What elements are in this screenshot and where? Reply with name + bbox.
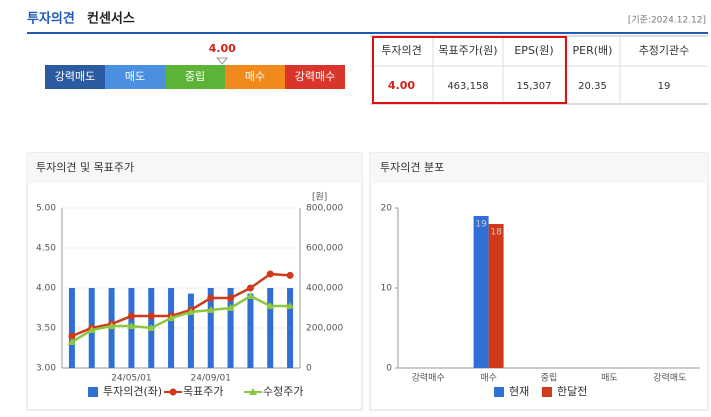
y-tick-label: 3.50 xyxy=(36,324,56,334)
point xyxy=(226,304,235,311)
opinion-segment xyxy=(165,65,225,89)
table-cell: 20.35 xyxy=(578,81,607,92)
point xyxy=(147,324,156,331)
point xyxy=(286,302,295,309)
table-header: 목표주가(원) xyxy=(438,44,497,57)
legend-label: 한달전 xyxy=(557,385,587,398)
point xyxy=(147,312,155,320)
y-tick-label: 0 xyxy=(386,364,392,374)
opinion-marker xyxy=(216,57,229,65)
legend-swatch xyxy=(542,387,552,397)
bar xyxy=(187,293,194,368)
bar xyxy=(227,288,234,368)
line xyxy=(71,294,291,344)
point xyxy=(266,270,274,278)
y-tick-label: 4.50 xyxy=(36,244,56,254)
point xyxy=(246,284,254,292)
legend-label: 현재 xyxy=(509,385,529,398)
table-cell: 463,158 xyxy=(447,81,488,92)
point xyxy=(266,302,275,309)
legend-marker xyxy=(249,388,257,395)
y-tick-label: 5.00 xyxy=(36,204,56,214)
y2-axis-label: [원] xyxy=(312,192,327,203)
y-tick-label: 4.00 xyxy=(36,284,56,294)
legend-label: 투자의견(좌) xyxy=(103,385,162,398)
y2-tick-label: 200,000 xyxy=(306,324,343,334)
opinion-segment xyxy=(285,65,345,89)
opinion-label: 중립 xyxy=(185,70,205,83)
table-header: 추정기관수 xyxy=(639,44,690,57)
header-title: 투자의견 xyxy=(27,11,75,27)
y-tick-label: 3.00 xyxy=(36,364,56,374)
panel-header xyxy=(27,153,362,183)
opinion-segment xyxy=(105,65,165,89)
opinion-segment xyxy=(225,65,285,89)
bar xyxy=(488,224,504,368)
table-cell: 4.00 xyxy=(388,79,415,92)
y-tick-label: 20 xyxy=(381,204,393,214)
point xyxy=(127,312,135,320)
panel-header xyxy=(370,153,708,183)
table-header: PER(배) xyxy=(573,44,613,57)
bar xyxy=(168,288,175,368)
point xyxy=(107,322,116,329)
bar xyxy=(473,216,489,368)
table-cell: 15,307 xyxy=(517,81,552,92)
opinion-label: 매수 xyxy=(245,70,265,83)
x-tick-label: 매도 xyxy=(601,373,618,384)
point xyxy=(67,338,76,345)
bar xyxy=(207,288,214,368)
opinion-label: 매도 xyxy=(125,70,145,83)
bar xyxy=(287,288,294,368)
x-tick-label: 강력매수 xyxy=(412,372,445,384)
point xyxy=(286,271,294,279)
point xyxy=(207,294,215,302)
point xyxy=(186,308,195,315)
x-tick-label: 24/09/01 xyxy=(191,374,231,384)
y-tick-label: 10 xyxy=(381,284,393,294)
point xyxy=(246,292,255,299)
data-label: 18 xyxy=(490,228,502,238)
y2-tick-label: 600,000 xyxy=(306,244,343,254)
legend-label: 수정주가 xyxy=(263,385,303,398)
opinion-segment xyxy=(45,65,105,89)
legend-marker xyxy=(169,388,177,396)
bar xyxy=(267,288,274,368)
opinion-marker-label: 4.00 xyxy=(209,42,236,55)
x-tick-label: 중립 xyxy=(541,373,558,384)
panel xyxy=(369,152,709,411)
x-tick-label: 강력매도 xyxy=(653,372,686,384)
header-date: [기준:2024.12.12] xyxy=(628,15,706,26)
y2-tick-label: 0 xyxy=(306,364,312,374)
table-header: 투자의견 xyxy=(381,44,421,57)
x-tick-label: 24/05/01 xyxy=(111,374,151,384)
point xyxy=(227,294,235,302)
chart-title: 투자의견 분포 xyxy=(380,161,444,174)
x-tick-label: 매수 xyxy=(480,373,497,384)
point xyxy=(87,326,96,333)
y2-tick-label: 400,000 xyxy=(306,284,343,294)
point xyxy=(206,306,215,313)
bar xyxy=(247,293,254,368)
y2-tick-label: 800,000 xyxy=(306,204,343,214)
table-cell: 19 xyxy=(658,81,671,92)
point xyxy=(127,322,136,329)
table-header: EPS(원) xyxy=(514,44,553,57)
highlight-box xyxy=(372,36,567,104)
bar xyxy=(68,288,75,368)
legend-label: 목표주가 xyxy=(183,385,223,398)
opinion-label: 강력매도 xyxy=(55,70,95,83)
opinion-label: 강력매수 xyxy=(295,70,335,83)
point xyxy=(167,314,176,321)
chart-title: 투자의견 및 목표주가 xyxy=(36,161,134,174)
data-label: 19 xyxy=(475,220,487,230)
legend-swatch xyxy=(494,387,504,397)
legend-swatch xyxy=(88,387,98,397)
point xyxy=(68,332,76,340)
header-subtitle: 컨센서스 xyxy=(87,11,135,27)
